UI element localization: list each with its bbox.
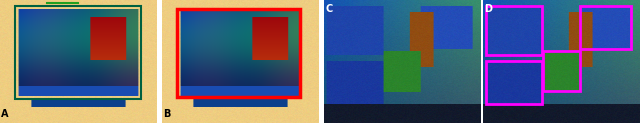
Text: B: B xyxy=(163,109,171,119)
Text: A: A xyxy=(1,109,9,119)
Bar xyxy=(486,6,542,55)
Bar xyxy=(543,51,580,91)
Bar xyxy=(486,61,542,104)
Bar xyxy=(15,6,141,99)
Text: C: C xyxy=(325,4,332,14)
Text: D: D xyxy=(484,4,493,14)
Bar xyxy=(177,9,300,97)
Bar xyxy=(580,6,631,49)
